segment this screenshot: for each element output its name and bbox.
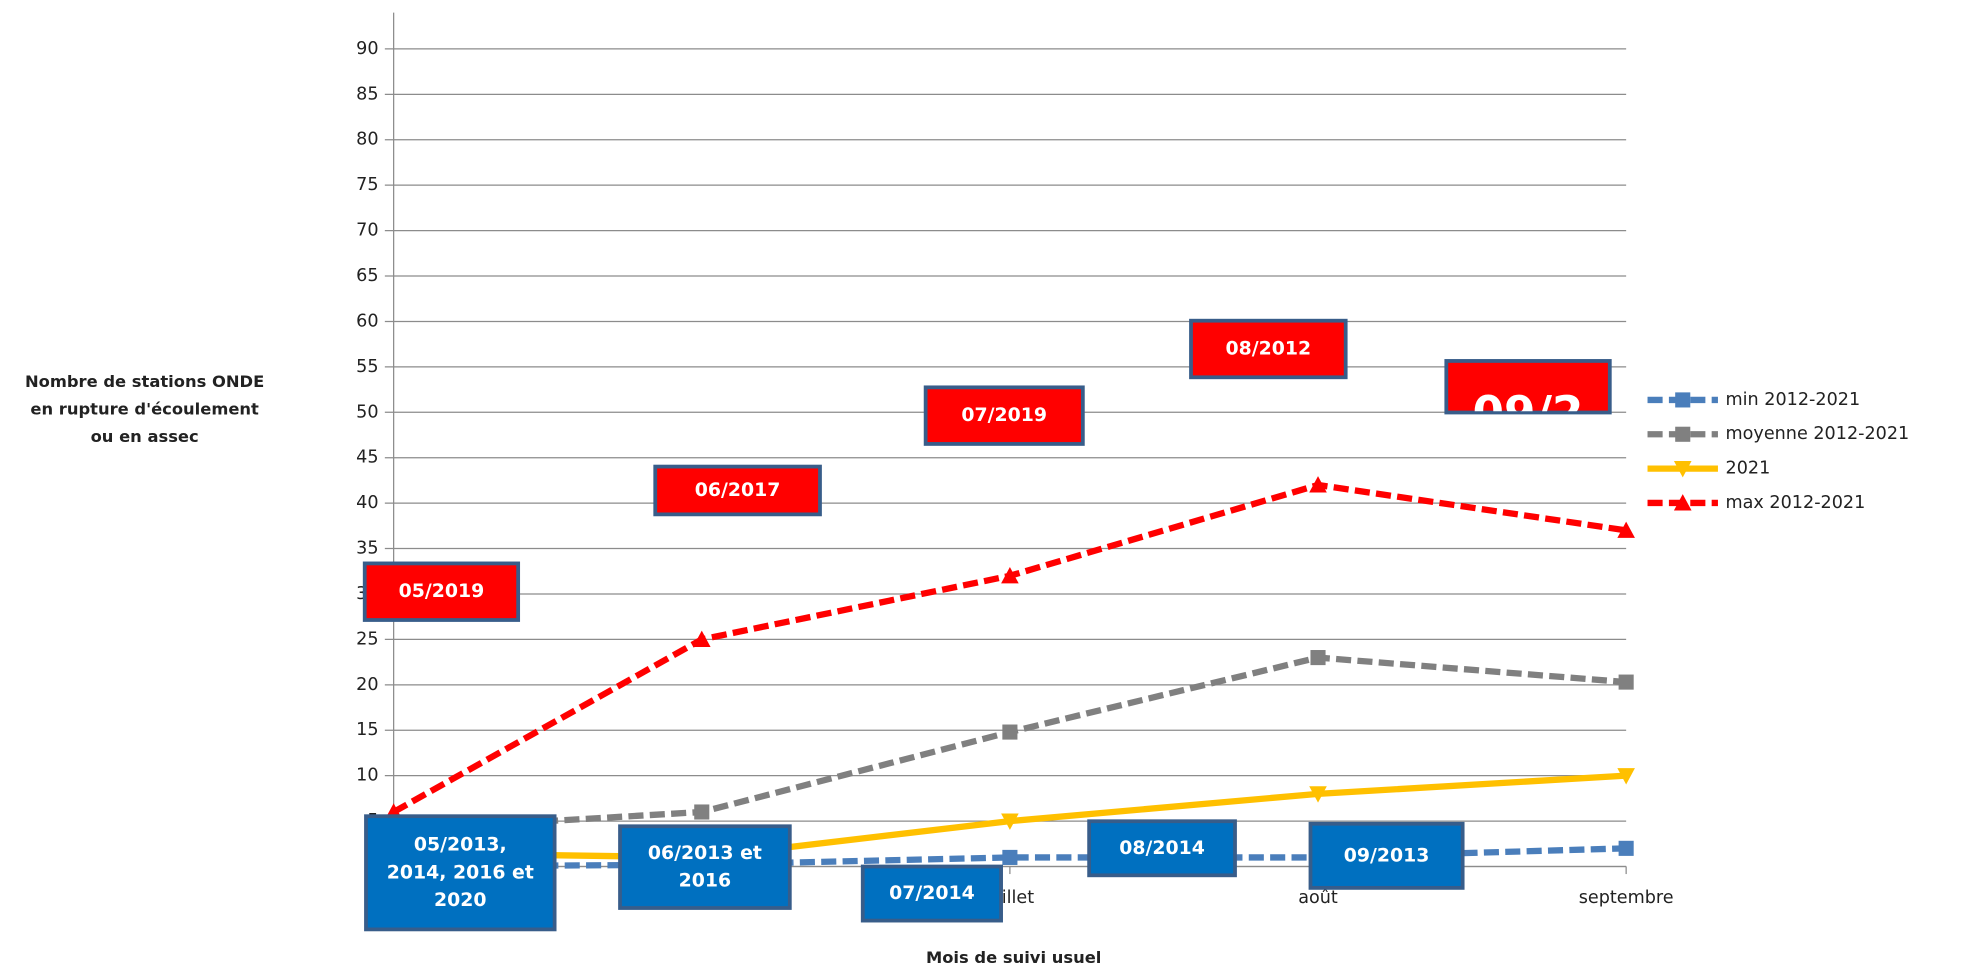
annotation-text: 08/2014 [1119, 837, 1205, 859]
marker [1618, 674, 1634, 690]
marker [1309, 476, 1327, 493]
annotation-text: 08/2012 [1226, 337, 1312, 359]
y-tick-label: 40 [356, 493, 378, 513]
y-tick-label: 35 [356, 539, 378, 559]
annotation: 05/2019 [399, 580, 485, 602]
annotation: 09/2 [1473, 386, 1584, 439]
marker [1001, 813, 1019, 830]
annotation-text: 06/2017 [695, 479, 781, 501]
annotation-box [1189, 318, 1348, 380]
annotation-box [618, 824, 792, 910]
series-line [392, 481, 1627, 815]
y-tick-label: 65 [356, 266, 378, 286]
y-axis-label: Nombre de stations ONDE [25, 372, 264, 391]
y-tick-label: 45 [356, 448, 378, 468]
y-axis-label: en rupture d'écoulement [30, 399, 259, 418]
annotation: 06/2013 et 2016 [648, 842, 762, 892]
y-tick-label: 70 [356, 221, 378, 241]
x-axis-label: Mois de suivi usuel [926, 948, 1101, 967]
y-tick-label: 25 [356, 629, 378, 649]
marker [694, 804, 710, 820]
marker [1001, 567, 1019, 584]
annotation-text: 2014, 2016 et [387, 861, 534, 883]
marker [1675, 426, 1691, 442]
marker [1617, 521, 1635, 538]
annotation-box [1308, 821, 1465, 890]
y-tick-label: 15 [356, 720, 378, 740]
marker [1002, 724, 1018, 740]
annotation-text: 06/2013 et [648, 842, 762, 864]
annotation: 07/2019 [961, 404, 1047, 426]
annotation-text: 2016 [679, 869, 732, 891]
annotation: 07/2014 [889, 882, 975, 904]
legend-label: min 2012-2021 [1726, 390, 1861, 410]
annotation: 08/2014 [1119, 837, 1205, 859]
legend-label: moyenne 2012-2021 [1726, 424, 1910, 444]
annotation-box [860, 864, 1003, 923]
y-tick-label: 80 [356, 130, 378, 150]
y-tick-label: 85 [356, 84, 378, 104]
marker [1673, 461, 1692, 478]
series-line [393, 654, 1627, 834]
annotation-text: 09/2013 [1344, 844, 1430, 866]
marker [1309, 786, 1327, 803]
marker [1617, 768, 1635, 785]
y-tick-label: 10 [356, 766, 378, 786]
y-tick-label: 60 [356, 311, 378, 331]
y-tick-label: 75 [356, 175, 378, 195]
marker [1675, 392, 1691, 408]
legend-label: 2021 [1726, 459, 1771, 479]
annotation: 08/2012 [1226, 337, 1312, 359]
annotation-box [1087, 819, 1237, 878]
y-tick-label: 20 [356, 675, 378, 695]
marker [1618, 840, 1634, 856]
x-tick-label: août [1298, 888, 1338, 908]
annotation-text: 05/2019 [399, 580, 485, 602]
annotation-box [364, 814, 557, 932]
y-tick-label: 55 [356, 357, 378, 377]
annotation-box [362, 561, 521, 622]
y-tick-label: 90 [356, 39, 378, 59]
x-tick-label: septembre [1579, 888, 1674, 908]
annotation-text: 09/2 [1473, 386, 1584, 439]
y-tick-label: 50 [356, 402, 378, 422]
y-axis-label: ou en assec [91, 427, 199, 446]
marker [1673, 494, 1692, 511]
legend-label: max 2012-2021 [1726, 493, 1866, 513]
annotation-box [1444, 359, 1612, 415]
marker [692, 630, 711, 647]
marker [1002, 849, 1018, 865]
annotation-text: 07/2019 [961, 404, 1047, 426]
annotation: 06/2017 [695, 479, 781, 501]
annotation-box [653, 464, 822, 517]
marker [1310, 650, 1326, 666]
annotation-text: 2020 [434, 889, 487, 911]
annotation: 09/2013 [1344, 844, 1430, 866]
annotation-text: 05/2013, [414, 834, 507, 856]
annotation-box [923, 385, 1085, 446]
annotation: 05/2013, 2014, 2016 et 2020 [387, 834, 534, 911]
annotation-text: 07/2014 [889, 882, 975, 904]
